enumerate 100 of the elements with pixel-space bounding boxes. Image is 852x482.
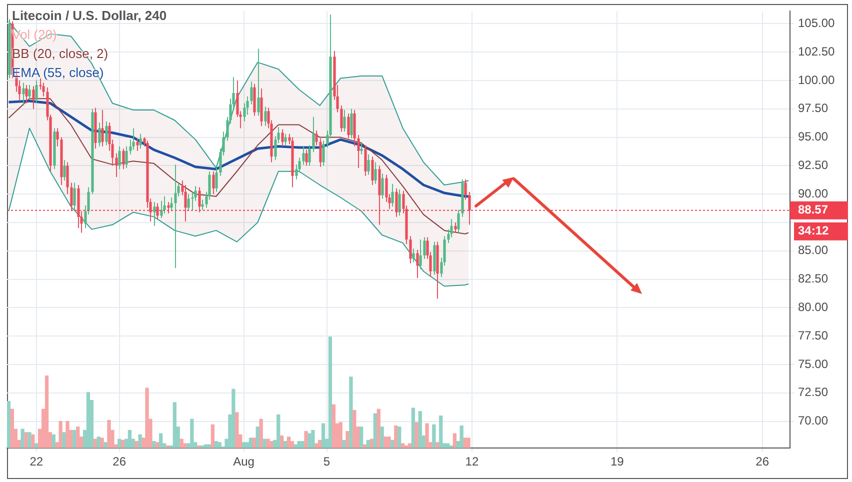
candlestick — [125, 146, 128, 168]
bar — [152, 441, 156, 448]
bar — [380, 426, 384, 448]
candlestick — [160, 200, 163, 218]
bar — [321, 423, 326, 448]
bar — [362, 444, 367, 448]
candlestick — [115, 152, 118, 178]
bar — [34, 443, 38, 448]
x-tick-label: 22 — [30, 454, 44, 469]
bar — [446, 443, 450, 448]
candlestick — [136, 138, 139, 152]
bar — [159, 433, 163, 448]
bar — [256, 426, 260, 448]
candlestick — [122, 148, 125, 170]
bar — [411, 408, 416, 448]
candlestick — [468, 191, 471, 226]
bar — [398, 426, 402, 448]
bar — [384, 436, 388, 448]
bar — [436, 442, 440, 448]
y-tick-label: 92.50 — [798, 158, 828, 172]
bar — [373, 413, 377, 448]
y-tick-label: 72.50 — [798, 385, 828, 400]
candlestick — [156, 202, 159, 220]
bar — [62, 432, 66, 448]
candlestick — [409, 236, 412, 264]
candlestick — [63, 160, 66, 181]
bar — [156, 442, 160, 448]
bar — [259, 418, 263, 448]
candlestick — [419, 239, 422, 270]
candlestick — [360, 141, 363, 155]
y-tick-label: 97.50 — [798, 101, 828, 116]
bar — [72, 430, 76, 448]
candlestick — [153, 202, 156, 226]
bar — [52, 434, 56, 448]
bar — [304, 431, 308, 448]
candlestick — [322, 140, 325, 166]
candlestick — [139, 133, 142, 150]
candlestick — [212, 170, 215, 195]
bar — [120, 440, 125, 448]
bar — [218, 442, 222, 448]
bar — [439, 415, 443, 448]
bar — [31, 434, 35, 448]
bar — [44, 376, 49, 448]
bar — [270, 441, 274, 448]
bar — [414, 422, 418, 448]
text: 34:12 — [798, 224, 830, 238]
bar — [342, 440, 346, 448]
bar — [210, 424, 215, 448]
candlestick — [132, 128, 135, 150]
candlestick — [457, 210, 460, 234]
candlestick — [343, 110, 346, 132]
bar — [328, 336, 332, 448]
bar — [370, 438, 374, 448]
bar — [242, 442, 246, 448]
candlestick — [312, 116, 315, 153]
y-tick-label: 105.00 — [798, 16, 836, 30]
y-tick-label: 80.00 — [798, 300, 828, 314]
bar — [235, 412, 239, 448]
candlestick — [398, 189, 401, 216]
bar — [24, 432, 28, 448]
bar — [463, 438, 467, 448]
bar — [332, 404, 336, 448]
y-tick-label: 102.50 — [798, 44, 836, 58]
bar — [425, 423, 429, 448]
x-tick-label: 19 — [610, 454, 624, 469]
candlestick — [167, 202, 170, 214]
bar — [280, 435, 284, 448]
candlestick — [350, 108, 353, 139]
bar — [349, 376, 353, 448]
candlestick — [250, 81, 253, 105]
y-tick-label: 77.50 — [798, 328, 828, 342]
bar — [248, 438, 253, 448]
bar — [100, 438, 104, 448]
candlestick — [395, 188, 398, 218]
bar — [172, 402, 176, 448]
candlestick — [416, 249, 419, 279]
candlestick — [22, 82, 25, 106]
bar — [432, 424, 436, 448]
bar — [166, 445, 170, 448]
candlestick — [257, 48, 260, 116]
candlestick — [32, 86, 35, 110]
bar — [207, 444, 212, 448]
candlestick — [305, 149, 308, 166]
bar — [311, 430, 315, 448]
bar — [366, 440, 370, 448]
candlestick — [340, 104, 343, 132]
bar — [118, 438, 122, 448]
bar — [300, 441, 304, 448]
candlestick — [170, 197, 173, 212]
bar — [266, 438, 270, 448]
bar — [314, 443, 318, 448]
candlestick — [70, 182, 73, 212]
bar — [360, 426, 364, 448]
candlestick — [284, 133, 287, 146]
bar — [286, 436, 291, 448]
bar — [76, 426, 80, 448]
chart-title: Litecoin / U.S. Dollar, 240 — [12, 7, 167, 25]
candlestick — [302, 146, 305, 166]
candlestick — [347, 112, 350, 139]
bar — [190, 418, 194, 448]
